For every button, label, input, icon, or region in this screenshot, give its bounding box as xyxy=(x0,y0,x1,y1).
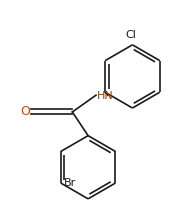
Text: Cl: Cl xyxy=(125,30,136,40)
Text: Br: Br xyxy=(64,178,76,188)
Text: HN: HN xyxy=(97,91,114,101)
Text: O: O xyxy=(20,106,30,118)
